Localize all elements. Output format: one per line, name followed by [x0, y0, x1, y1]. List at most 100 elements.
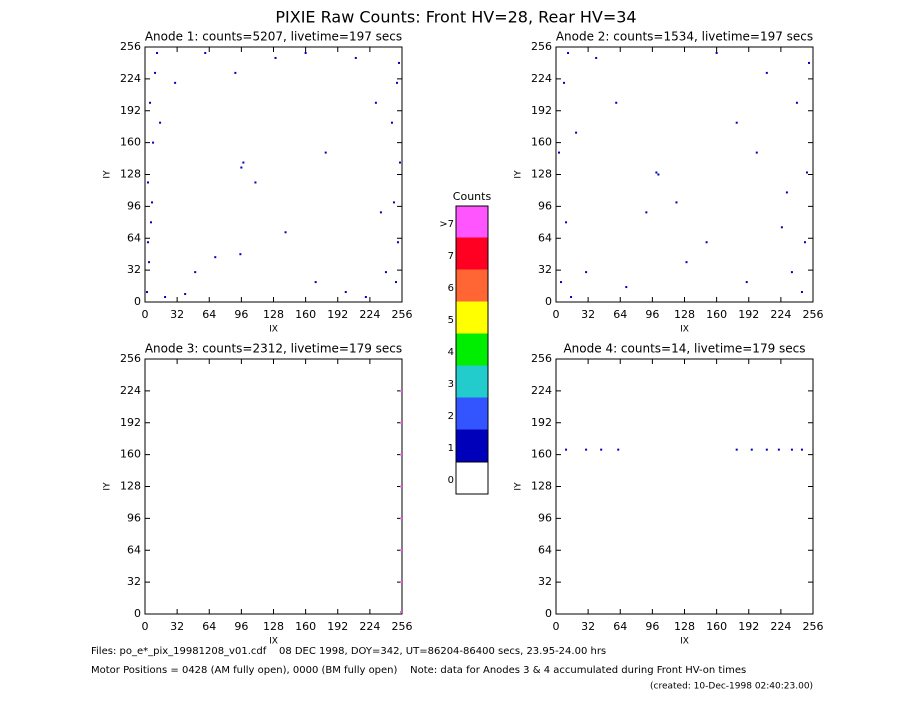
y-tick-label: 256 — [120, 40, 141, 53]
x-tick-label: 0 — [142, 620, 149, 633]
colorbar-label: >7 — [439, 219, 454, 230]
count-pixel — [735, 448, 738, 451]
count-pixel — [150, 221, 153, 224]
x-tick-label: 224 — [359, 308, 380, 321]
colorbar-cell — [455, 429, 489, 463]
x-tick-label: 64 — [613, 620, 627, 633]
y-tick-label: 224 — [120, 384, 141, 397]
count-pixel — [565, 221, 568, 224]
colorbar-label: 3 — [448, 379, 454, 390]
x-tick-label: 192 — [327, 620, 348, 633]
count-pixel — [399, 389, 402, 392]
y-tick-label: 0 — [134, 295, 141, 308]
count-pixel — [379, 211, 382, 214]
count-pixel — [354, 56, 357, 59]
y-tick-label: 192 — [531, 416, 552, 429]
count-pixel — [396, 241, 399, 244]
count-pixel — [254, 181, 257, 184]
count-pixel — [239, 253, 242, 256]
x-tick-label: 96 — [234, 620, 248, 633]
count-pixel — [715, 51, 718, 54]
x-tick-label: 256 — [803, 620, 824, 633]
y-tick-label: 256 — [531, 40, 552, 53]
count-pixel — [242, 161, 245, 164]
count-pixel — [397, 61, 400, 64]
y-tick-label: 32 — [127, 263, 141, 276]
plot-frame — [555, 358, 814, 615]
y-tick-label: 0 — [134, 607, 141, 620]
count-pixel — [785, 191, 788, 194]
count-pixel — [147, 241, 150, 244]
y-tick-label: 192 — [531, 104, 552, 117]
y-tick-label: 128 — [531, 168, 552, 181]
y-tick-label: 96 — [127, 199, 141, 212]
count-pixel — [390, 121, 393, 124]
count-pixel — [625, 286, 628, 289]
count-pixel — [585, 271, 588, 274]
count-pixel — [805, 171, 808, 174]
count-pixel — [374, 101, 377, 104]
count-pixel — [735, 121, 738, 124]
count-pixel — [765, 448, 768, 451]
y-tick-label: 32 — [538, 263, 552, 276]
x-axis-label: IX — [680, 325, 689, 335]
count-pixel — [575, 131, 578, 134]
plot-frame — [555, 46, 814, 303]
y-tick-label: 64 — [538, 543, 552, 556]
colorbar-cell — [455, 301, 489, 335]
y-tick-label: 64 — [127, 543, 141, 556]
colorbar-title: Counts — [453, 190, 492, 203]
count-pixel — [304, 51, 307, 54]
count-pixel — [159, 121, 162, 124]
y-tick-label: 224 — [120, 72, 141, 85]
x-tick-label: 160 — [706, 308, 727, 321]
count-pixel — [657, 173, 660, 176]
colorbar-label: 0 — [448, 475, 454, 486]
count-pixel — [795, 101, 798, 104]
plot-frame — [144, 358, 403, 615]
plot-frame — [144, 46, 403, 303]
y-tick-label: 0 — [545, 607, 552, 620]
count-pixel — [399, 549, 402, 552]
footer-files: Files: po_e*_pix_19981208_v01.cdf 08 DEC… — [91, 646, 606, 657]
count-pixel — [399, 581, 402, 584]
x-tick-label: 224 — [770, 620, 791, 633]
x-tick-label: 192 — [327, 308, 348, 321]
colorbar-cell — [455, 205, 489, 239]
count-pixel — [705, 241, 708, 244]
x-tick-label: 256 — [392, 308, 413, 321]
x-tick-label: 128 — [674, 308, 695, 321]
x-tick-label: 256 — [803, 308, 824, 321]
count-pixel — [399, 611, 402, 614]
count-pixel — [755, 151, 758, 154]
y-axis-label: IY — [514, 482, 524, 491]
x-tick-label: 32 — [581, 308, 595, 321]
count-pixel — [364, 296, 367, 299]
count-pixel — [146, 291, 149, 294]
count-pixel — [615, 101, 618, 104]
x-tick-label: 160 — [706, 620, 727, 633]
y-axis-label: IY — [103, 482, 113, 491]
count-pixel — [184, 293, 187, 296]
count-pixel — [399, 453, 402, 456]
y-tick-label: 32 — [127, 575, 141, 588]
count-pixel — [567, 51, 570, 54]
panel-title: Anode 2: counts=1534, livetime=197 secs — [556, 30, 813, 44]
y-tick-label: 160 — [531, 136, 552, 149]
count-pixel — [675, 201, 678, 204]
count-pixel — [384, 271, 387, 274]
colorbar-cell — [455, 397, 489, 431]
x-tick-label: 128 — [263, 620, 284, 633]
count-pixel — [214, 256, 217, 259]
count-pixel — [800, 448, 803, 451]
y-tick-label: 160 — [120, 136, 141, 149]
x-tick-label: 64 — [202, 620, 216, 633]
count-pixel — [149, 101, 152, 104]
count-pixel — [394, 281, 397, 284]
x-tick-label: 256 — [392, 620, 413, 633]
panel-title: Anode 1: counts=5207, livetime=197 secs — [145, 30, 402, 44]
count-pixel — [570, 296, 573, 299]
panel-title: Anode 4: counts=14, livetime=179 secs — [563, 342, 805, 356]
x-tick-label: 0 — [553, 308, 560, 321]
count-pixel — [152, 141, 155, 144]
